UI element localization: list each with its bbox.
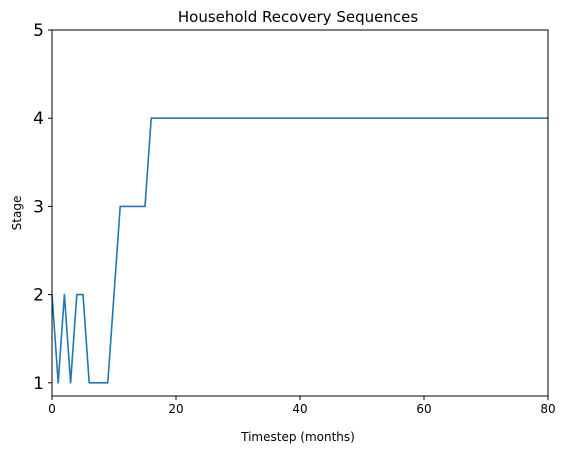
y-tick-label: 1	[33, 374, 44, 394]
series-line	[51, 117, 548, 384]
x-axis: 0 20 40 60 80	[48, 396, 556, 416]
y-tick-label: 4	[33, 109, 44, 129]
x-tick-label: 0	[48, 402, 56, 416]
chart-title: Household Recovery Sequences	[178, 8, 418, 26]
y-tick-label: 3	[33, 197, 44, 217]
plot-area	[51, 29, 549, 397]
x-tick-label: 20	[168, 402, 183, 416]
y-tick-label: 2	[33, 286, 44, 306]
x-tick-label: 60	[416, 402, 431, 416]
x-axis-label: Timestep (months)	[240, 430, 355, 444]
y-axis-label: Stage	[10, 196, 24, 231]
y-axis: 1 2 3 4 5	[33, 21, 52, 394]
x-tick-label: 40	[292, 402, 307, 416]
axes-frame	[51, 29, 549, 397]
x-tick-label: 80	[540, 402, 555, 416]
y-tick-label: 5	[33, 21, 44, 41]
